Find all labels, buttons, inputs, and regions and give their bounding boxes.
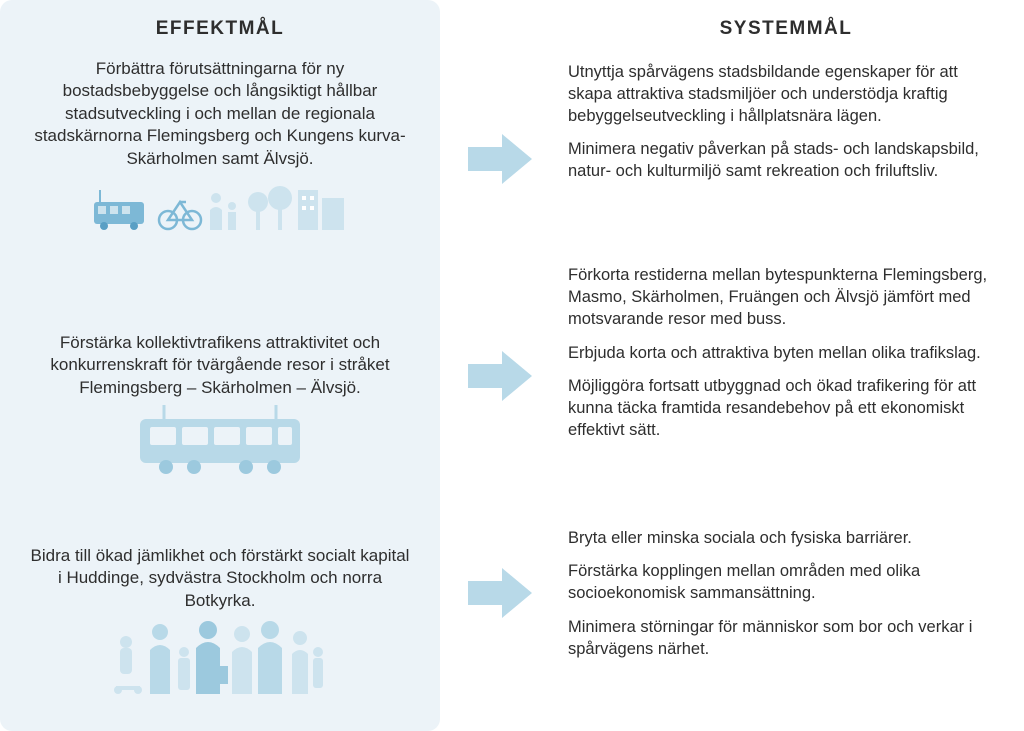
arrow-1: [468, 89, 532, 229]
system-text-3a: Bryta eller minska sociala och fysiska b…: [568, 528, 1004, 550]
system-group-3: Bryta eller minska sociala och fysiska b…: [568, 528, 1004, 705]
effect-text-2: Förstärka kollektivtrafikens attraktivit…: [24, 332, 416, 399]
left-panel-effektmal: EFFEKTMÅL Förbättra förutsättningarna fö…: [0, 0, 440, 731]
right-panel-systemmal: SYSTEMMÅL Utnyttja spårvägens stadsbilda…: [560, 0, 1024, 731]
left-title: EFFEKTMÅL: [24, 18, 416, 40]
arrow-column: [440, 0, 560, 731]
system-text-2b: Erbjuda korta och attraktiva byten mella…: [568, 343, 1004, 365]
tram-icon: [24, 405, 416, 477]
arrow-2: [468, 306, 532, 446]
system-text-1b: Minimera negativ påverkan på stads- och …: [568, 139, 1004, 183]
cityscape-icon: [24, 176, 416, 232]
effect-block-3: Bidra till ökad jämlikhet och förstärkt …: [24, 520, 416, 721]
infographic-container: EFFEKTMÅL Förbättra förutsättningarna fö…: [0, 0, 1024, 731]
system-text-2a: Förkorta restiderna mellan bytespunktern…: [568, 265, 1004, 330]
system-text-3b: Förstärka kopplingen mellan områden med …: [568, 561, 1004, 605]
system-text-2c: Möjliggöra fortsatt utbyggnad och ökad t…: [568, 376, 1004, 441]
system-text-3c: Minimera störningar för människor som bo…: [568, 617, 1004, 661]
effect-block-2: Förstärka kollektivtrafikens attraktivit…: [24, 289, 416, 520]
arrow-3: [468, 523, 532, 663]
effect-block-1: Förbättra förutsättningarna för ny bosta…: [24, 58, 416, 289]
system-group-1: Utnyttja spårvägens stadsbildande egensk…: [568, 62, 1004, 249]
effect-text-1: Förbättra förutsättningarna för ny bosta…: [24, 58, 416, 170]
system-group-2: Förkorta restiderna mellan bytespunktern…: [568, 265, 1004, 511]
system-text-1a: Utnyttja spårvägens stadsbildande egensk…: [568, 62, 1004, 127]
right-title: SYSTEMMÅL: [568, 18, 1004, 40]
people-icon: [24, 618, 416, 696]
effect-text-3: Bidra till ökad jämlikhet och förstärkt …: [24, 545, 416, 612]
